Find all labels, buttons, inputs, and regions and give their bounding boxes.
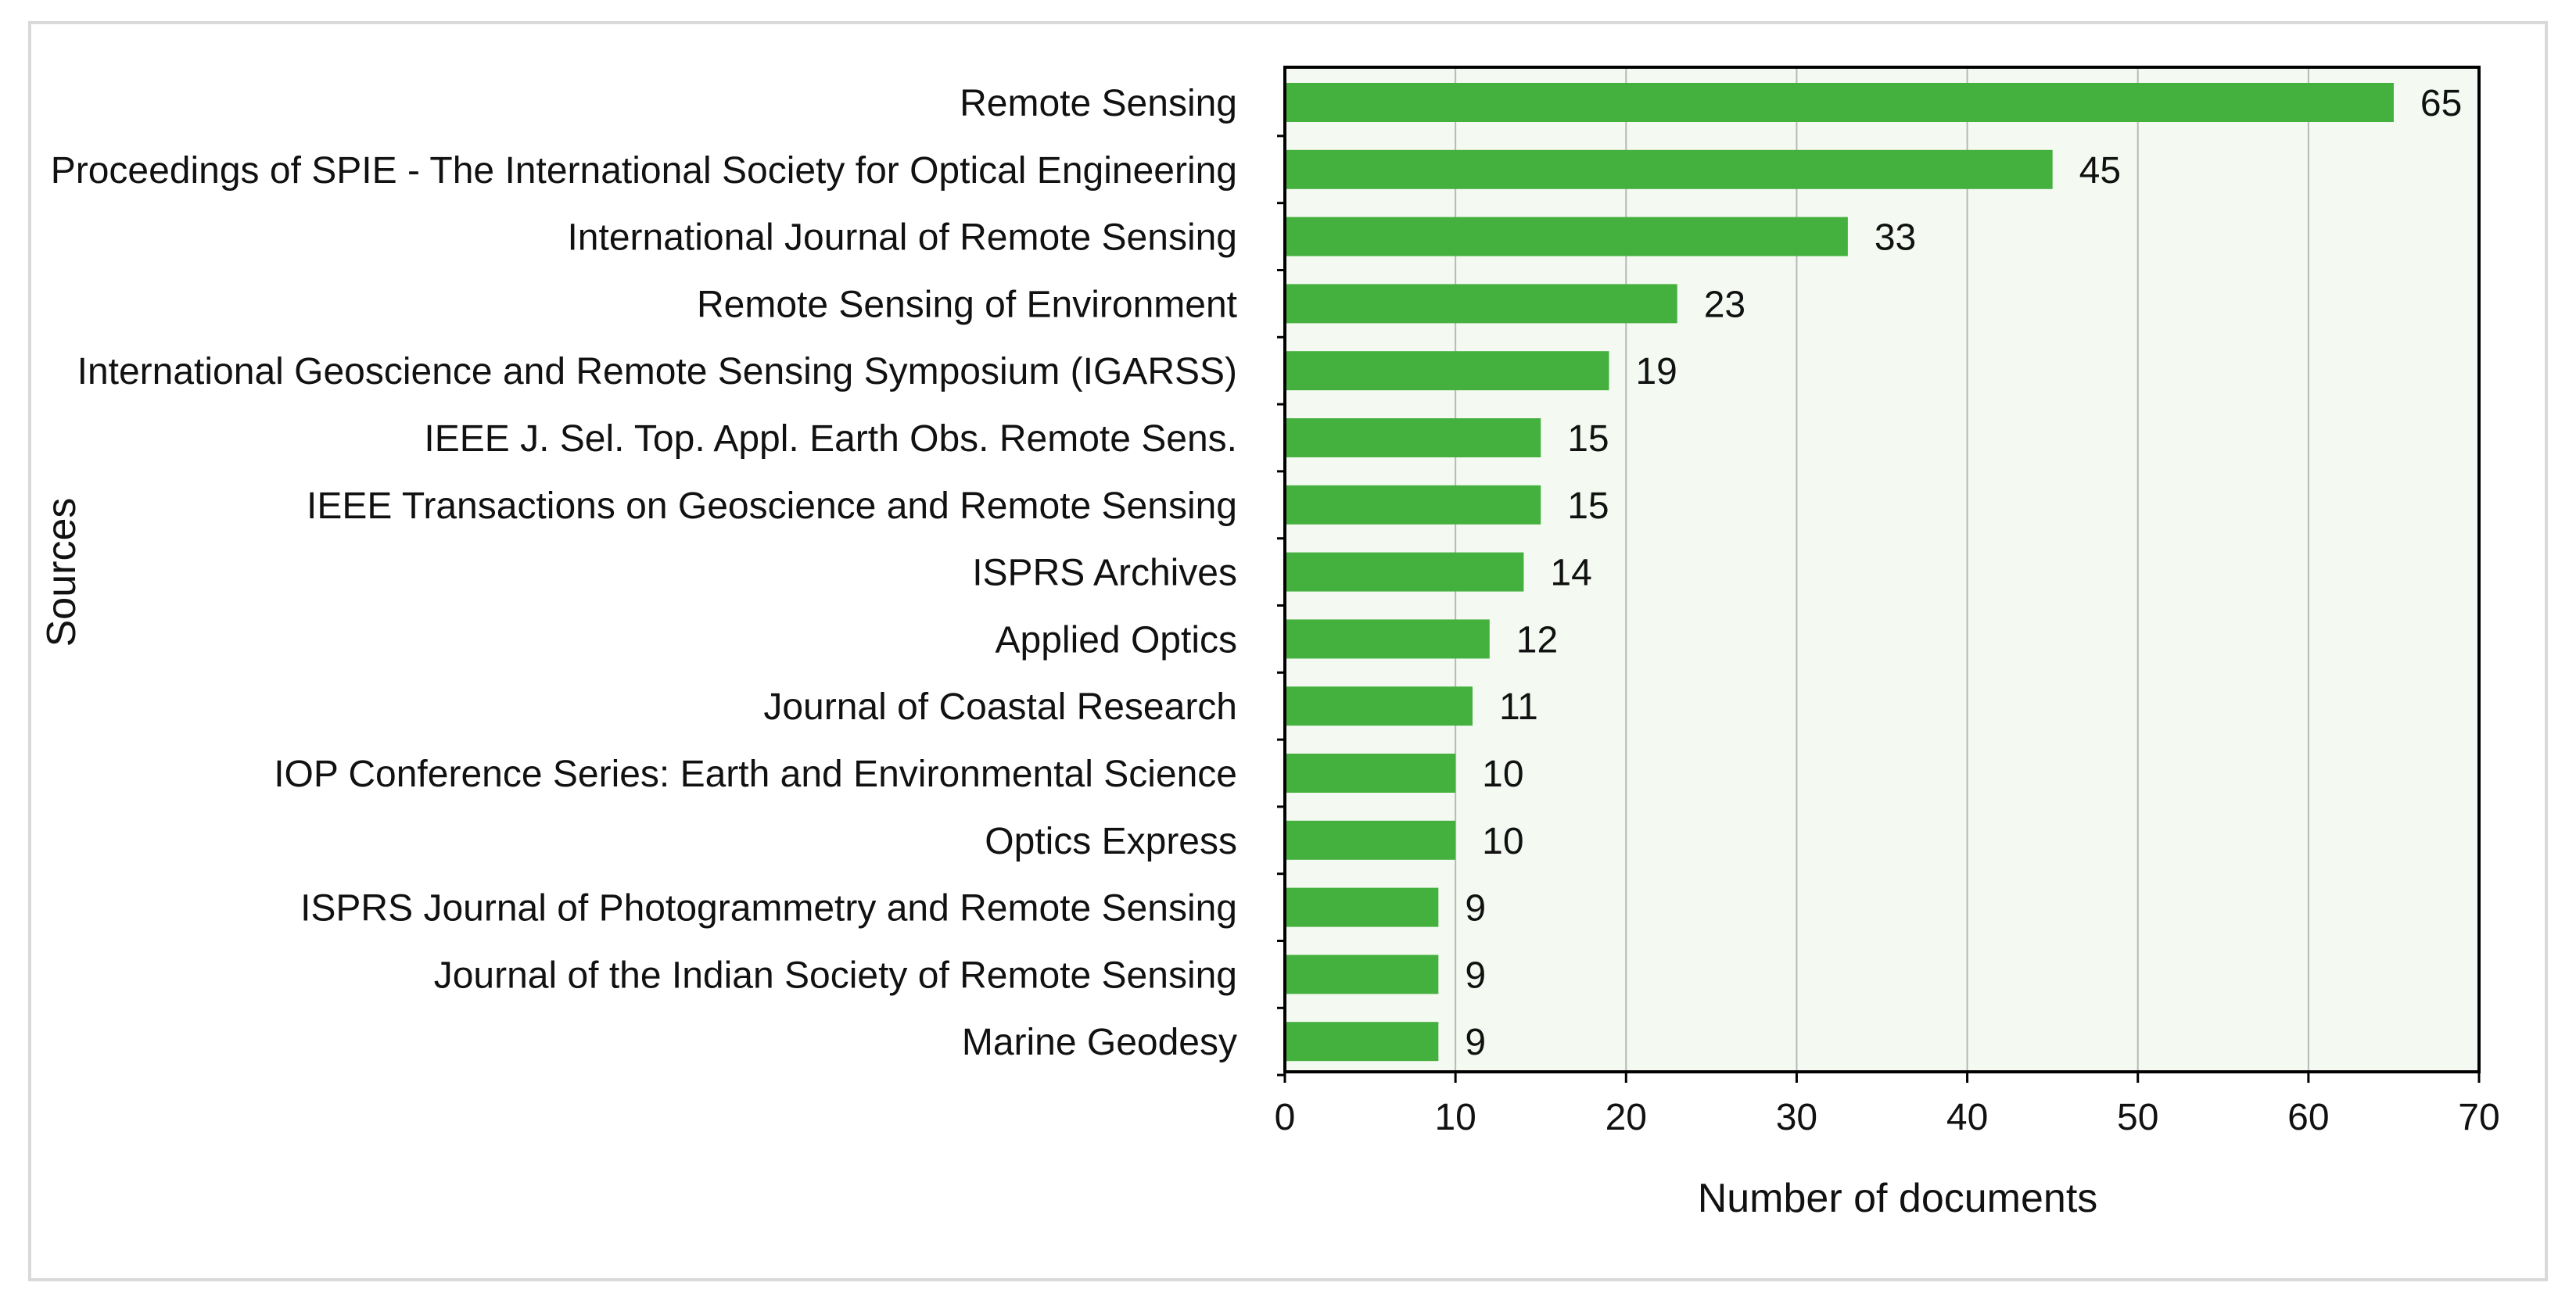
bars (1285, 83, 2394, 1062)
axes-frame (1283, 66, 2481, 1073)
x-tick-label: 20 (1606, 1097, 1647, 1138)
category-label: IEEE J. Sel. Top. Appl. Earth Obs. Remot… (424, 418, 1237, 460)
bar (1285, 418, 1541, 457)
bar (1285, 83, 2394, 122)
x-tick-label: 30 (1776, 1097, 1817, 1138)
bar (1285, 955, 1439, 994)
bar (1285, 754, 1456, 793)
value-label: 23 (1704, 284, 1745, 325)
value-label: 9 (1465, 955, 1486, 996)
x-tick-label: 70 (2458, 1097, 2499, 1138)
value-label: 33 (1875, 217, 1916, 259)
y-axis-title: Sources (39, 498, 84, 647)
category-label: IEEE Transactions on Geoscience and Remo… (307, 485, 1237, 527)
x-tick-label: 40 (1946, 1097, 1988, 1138)
category-label: ISPRS Journal of Photogrammetry and Remo… (300, 888, 1237, 930)
bar (1285, 686, 1473, 726)
x-tick-label: 60 (2287, 1097, 2329, 1138)
value-label: 19 (1635, 351, 1677, 392)
category-label: Optics Express (985, 821, 1237, 862)
value-label: 11 (1499, 686, 1538, 728)
value-label: 12 (1516, 619, 1558, 661)
category-label: Applied Optics (996, 619, 1238, 661)
bar (1285, 149, 2053, 189)
x-tick-label: 10 (1434, 1097, 1476, 1138)
category-label: Journal of Coastal Research (763, 686, 1237, 728)
category-label: International Journal of Remote Sensing (567, 217, 1237, 259)
value-label: 10 (1482, 821, 1523, 862)
value-label: 9 (1465, 888, 1486, 930)
category-label: International Geoscience and Remote Sens… (77, 351, 1237, 392)
category-label: Proceedings of SPIE - The International … (51, 150, 1237, 192)
bar (1285, 217, 1848, 256)
category-label: Remote Sensing of Environment (697, 284, 1237, 325)
category-label: ISPRS Archives (972, 553, 1237, 594)
bar (1285, 1022, 1439, 1062)
value-label: 45 (2079, 150, 2121, 192)
axes (1277, 66, 2481, 1077)
bar (1285, 820, 1456, 860)
bar (1285, 485, 1541, 525)
bar (1285, 887, 1439, 927)
category-label: Remote Sensing (960, 83, 1237, 124)
value-label: 15 (1567, 418, 1609, 460)
value-label: 14 (1550, 553, 1591, 594)
category-labels: Remote Sensing Proceedings of SPIE - The … (51, 83, 1237, 1063)
x-tick-label: 50 (2117, 1097, 2158, 1138)
category-label: Marine Geodesy (962, 1022, 1237, 1063)
bar (1285, 284, 1677, 324)
x-tick-label: 0 (1275, 1097, 1296, 1138)
value-label: 15 (1567, 485, 1609, 527)
bar (1285, 619, 1490, 659)
value-label: 9 (1465, 1022, 1486, 1063)
bar (1285, 552, 1524, 592)
x-axis-title: Number of documents (1698, 1176, 2098, 1221)
category-label: Journal of the Indian Society of Remote … (434, 955, 1237, 996)
bar (1285, 351, 1609, 391)
value-labels: 65 45 33 23 19 15 15 14 12 11 10 10 9 9 9 (1465, 83, 2462, 1063)
value-label: 65 (2420, 83, 2462, 124)
x-ticks: 0 10 20 30 40 50 60 70 (1275, 1072, 2500, 1138)
value-label: 10 (1482, 754, 1523, 795)
category-label: IOP Conference Series: Earth and Environ… (274, 754, 1237, 795)
